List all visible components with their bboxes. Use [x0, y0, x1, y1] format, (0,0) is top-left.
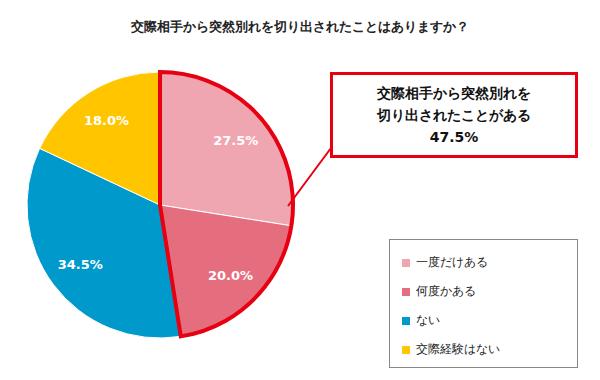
html-text:ない: ない — [416, 313, 440, 327]
svg-text:27.5%: 27.5% — [213, 133, 258, 148]
html-text:交際相手から突然別れを: 交際相手から突然別れを — [377, 85, 531, 101]
html-text:47.5%: 47.5% — [429, 129, 479, 145]
html-text:切り出されたことがある: 切り出されたことがある — [377, 107, 531, 123]
svg-text:18.0%: 18.0% — [84, 113, 129, 128]
html-text:交際相手から突然別れを切り出されたことはありますか？: 交際相手から突然別れを切り出されたことはありますか？ — [131, 19, 469, 34]
svg-text:20.0%: 20.0% — [208, 268, 253, 283]
html-text:何度かある: 何度かある — [416, 284, 476, 298]
html-text:一度だけある: 一度だけある — [416, 255, 488, 269]
html-text:交際経験はない: 交際経験はない — [416, 342, 500, 356]
svg-text:34.5%: 34.5% — [58, 257, 103, 272]
